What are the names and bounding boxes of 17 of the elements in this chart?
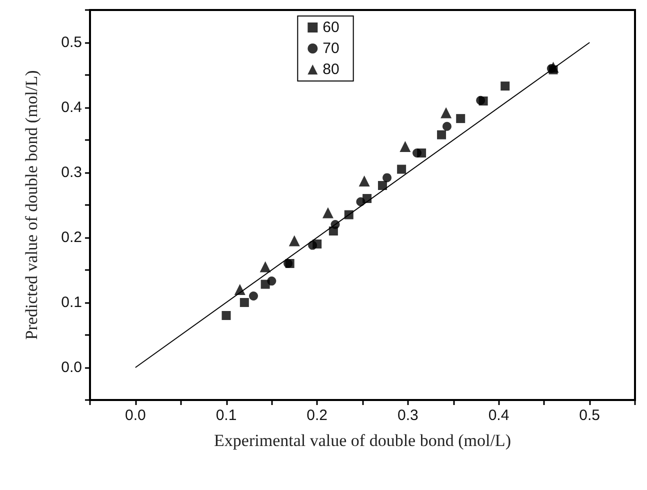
x-tick-label: 0.3 [397, 407, 418, 424]
legend-label: 60 [322, 19, 340, 36]
legend-label: 70 [322, 40, 340, 57]
text: 0.0 [124, 407, 146, 424]
legend-label: 80 [322, 61, 340, 78]
x-tick-label: 0.4 [488, 407, 510, 424]
y-tick-label: 0.2 [61, 229, 82, 246]
x-axis-title: Experimental value of double bond (mol/L) [214, 431, 511, 450]
x-tick-label: 0.1 [216, 407, 237, 424]
y-tick-label: 0.4 [61, 99, 82, 116]
y-tick-label: 0.3 [61, 164, 82, 181]
y-tick-label: 0.5 [61, 34, 82, 51]
y-tick-label: 0.1 [61, 294, 82, 311]
y-axis-title: Predicted value of double bond (mol/L) [22, 70, 41, 340]
x-tick-label: 0.5 [579, 407, 600, 424]
x-tick-label: 0.2 [306, 407, 328, 424]
y-tick-label: 0.0 [61, 359, 82, 376]
